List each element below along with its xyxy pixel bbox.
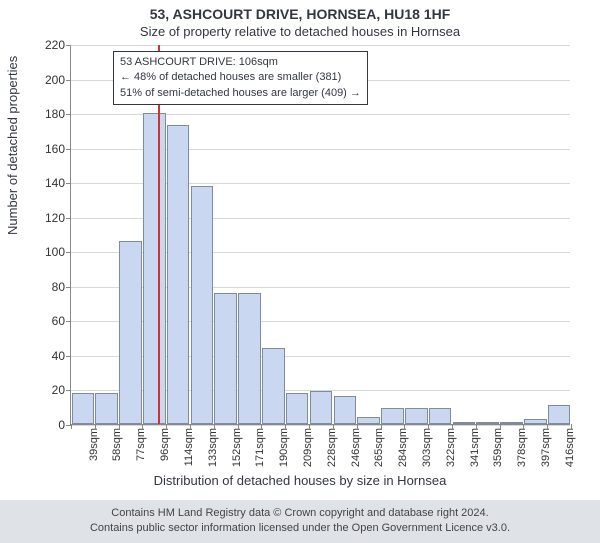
annotation-line-3: 51% of semi-detached houses are larger (… bbox=[120, 86, 361, 101]
x-tick-mark bbox=[404, 424, 405, 429]
x-tick-label: 209sqm bbox=[302, 424, 314, 467]
x-tick-label: 416sqm bbox=[564, 424, 576, 467]
histogram-bar bbox=[548, 405, 571, 424]
y-tick-label: 160 bbox=[45, 142, 65, 156]
y-tick-label: 40 bbox=[52, 349, 65, 363]
chart-footer: Contains HM Land Registry data © Crown c… bbox=[0, 500, 600, 543]
x-tick-label: 378sqm bbox=[516, 424, 528, 467]
x-tick-label: 114sqm bbox=[183, 424, 195, 466]
histogram-bar bbox=[119, 241, 142, 424]
y-axis-label: Number of detached properties bbox=[5, 56, 20, 235]
x-tick-mark bbox=[357, 424, 358, 429]
x-tick-mark bbox=[166, 424, 167, 429]
histogram-bar bbox=[381, 408, 404, 424]
x-tick-label: 303sqm bbox=[421, 424, 433, 467]
x-tick-mark bbox=[214, 424, 215, 429]
histogram-bar bbox=[286, 393, 309, 424]
y-tick-mark bbox=[66, 321, 71, 322]
y-tick-label: 140 bbox=[45, 176, 65, 190]
x-tick-mark bbox=[309, 424, 310, 429]
x-tick-mark bbox=[119, 424, 120, 429]
footer-line-1: Contains HM Land Registry data © Crown c… bbox=[0, 506, 600, 521]
x-tick-mark bbox=[523, 424, 524, 429]
x-tick-mark bbox=[190, 424, 191, 429]
x-tick-label: 397sqm bbox=[540, 424, 552, 467]
y-tick-label: 100 bbox=[45, 245, 65, 259]
y-tick-label: 20 bbox=[52, 383, 65, 397]
y-tick-label: 200 bbox=[45, 73, 65, 87]
x-tick-mark bbox=[500, 424, 501, 429]
histogram-bar bbox=[214, 293, 237, 424]
x-tick-label: 96sqm bbox=[159, 424, 171, 461]
x-tick-mark bbox=[571, 424, 572, 429]
x-tick-label: 284sqm bbox=[397, 424, 409, 467]
histogram-bar bbox=[191, 186, 214, 424]
x-tick-mark bbox=[261, 424, 262, 429]
plot-area: 02040608010012014016018020022039sqm58sqm… bbox=[70, 45, 570, 425]
y-tick-label: 180 bbox=[45, 107, 65, 121]
y-tick-mark bbox=[66, 45, 71, 46]
y-tick-mark bbox=[66, 114, 71, 115]
y-tick-mark bbox=[66, 356, 71, 357]
x-tick-mark bbox=[285, 424, 286, 429]
histogram-bar bbox=[405, 408, 428, 424]
x-tick-label: 77sqm bbox=[135, 424, 147, 461]
histogram-bar bbox=[143, 113, 166, 424]
x-tick-mark bbox=[71, 424, 72, 429]
chart-title-main: 53, ASHCOURT DRIVE, HORNSEA, HU18 1HF bbox=[0, 6, 600, 22]
histogram-bar bbox=[72, 393, 95, 424]
histogram-bar bbox=[262, 348, 285, 424]
x-tick-label: 58sqm bbox=[111, 424, 123, 461]
x-tick-label: 341sqm bbox=[469, 424, 481, 467]
x-tick-label: 152sqm bbox=[231, 424, 243, 467]
gridline bbox=[71, 45, 570, 46]
histogram-bar bbox=[238, 293, 261, 424]
y-tick-mark bbox=[66, 149, 71, 150]
y-tick-label: 120 bbox=[45, 211, 65, 225]
annotation-line-1: 53 ASHCOURT DRIVE: 106sqm bbox=[120, 55, 361, 70]
x-tick-mark bbox=[547, 424, 548, 429]
property-size-chart: 53, ASHCOURT DRIVE, HORNSEA, HU18 1HF Si… bbox=[0, 0, 600, 500]
y-tick-label: 0 bbox=[58, 418, 65, 432]
x-tick-mark bbox=[95, 424, 96, 429]
y-tick-mark bbox=[66, 390, 71, 391]
footer-line-2: Contains public sector information licen… bbox=[0, 521, 600, 536]
x-tick-label: 265sqm bbox=[373, 424, 385, 467]
x-tick-label: 190sqm bbox=[278, 424, 290, 467]
x-tick-label: 322sqm bbox=[445, 424, 457, 467]
y-tick-mark bbox=[66, 183, 71, 184]
x-tick-label: 359sqm bbox=[492, 424, 504, 467]
chart-title-sub: Size of property relative to detached ho… bbox=[0, 24, 600, 39]
x-tick-mark bbox=[238, 424, 239, 429]
x-tick-label: 133sqm bbox=[207, 424, 219, 467]
x-tick-label: 228sqm bbox=[326, 424, 338, 467]
y-tick-mark bbox=[66, 287, 71, 288]
histogram-bar bbox=[95, 393, 118, 424]
y-tick-label: 80 bbox=[52, 280, 65, 294]
histogram-bar bbox=[310, 391, 333, 424]
y-tick-mark bbox=[66, 80, 71, 81]
y-tick-label: 220 bbox=[45, 38, 65, 52]
x-tick-mark bbox=[381, 424, 382, 429]
y-tick-mark bbox=[66, 218, 71, 219]
x-tick-mark bbox=[476, 424, 477, 429]
annotation-box: 53 ASHCOURT DRIVE: 106sqm ← 48% of detac… bbox=[113, 51, 368, 105]
x-tick-label: 246sqm bbox=[350, 424, 362, 467]
annotation-line-2: ← 48% of detached houses are smaller (38… bbox=[120, 70, 361, 85]
x-tick-mark bbox=[142, 424, 143, 429]
y-tick-label: 60 bbox=[52, 314, 65, 328]
histogram-bar bbox=[429, 408, 452, 424]
histogram-bar bbox=[357, 417, 380, 424]
histogram-bar bbox=[167, 125, 190, 424]
x-tick-mark bbox=[428, 424, 429, 429]
x-axis-label: Distribution of detached houses by size … bbox=[0, 473, 600, 488]
x-tick-mark bbox=[333, 424, 334, 429]
y-tick-mark bbox=[66, 252, 71, 253]
histogram-bar bbox=[334, 396, 357, 424]
x-tick-label: 171sqm bbox=[254, 424, 266, 467]
x-tick-mark bbox=[452, 424, 453, 429]
x-tick-label: 39sqm bbox=[88, 424, 100, 461]
